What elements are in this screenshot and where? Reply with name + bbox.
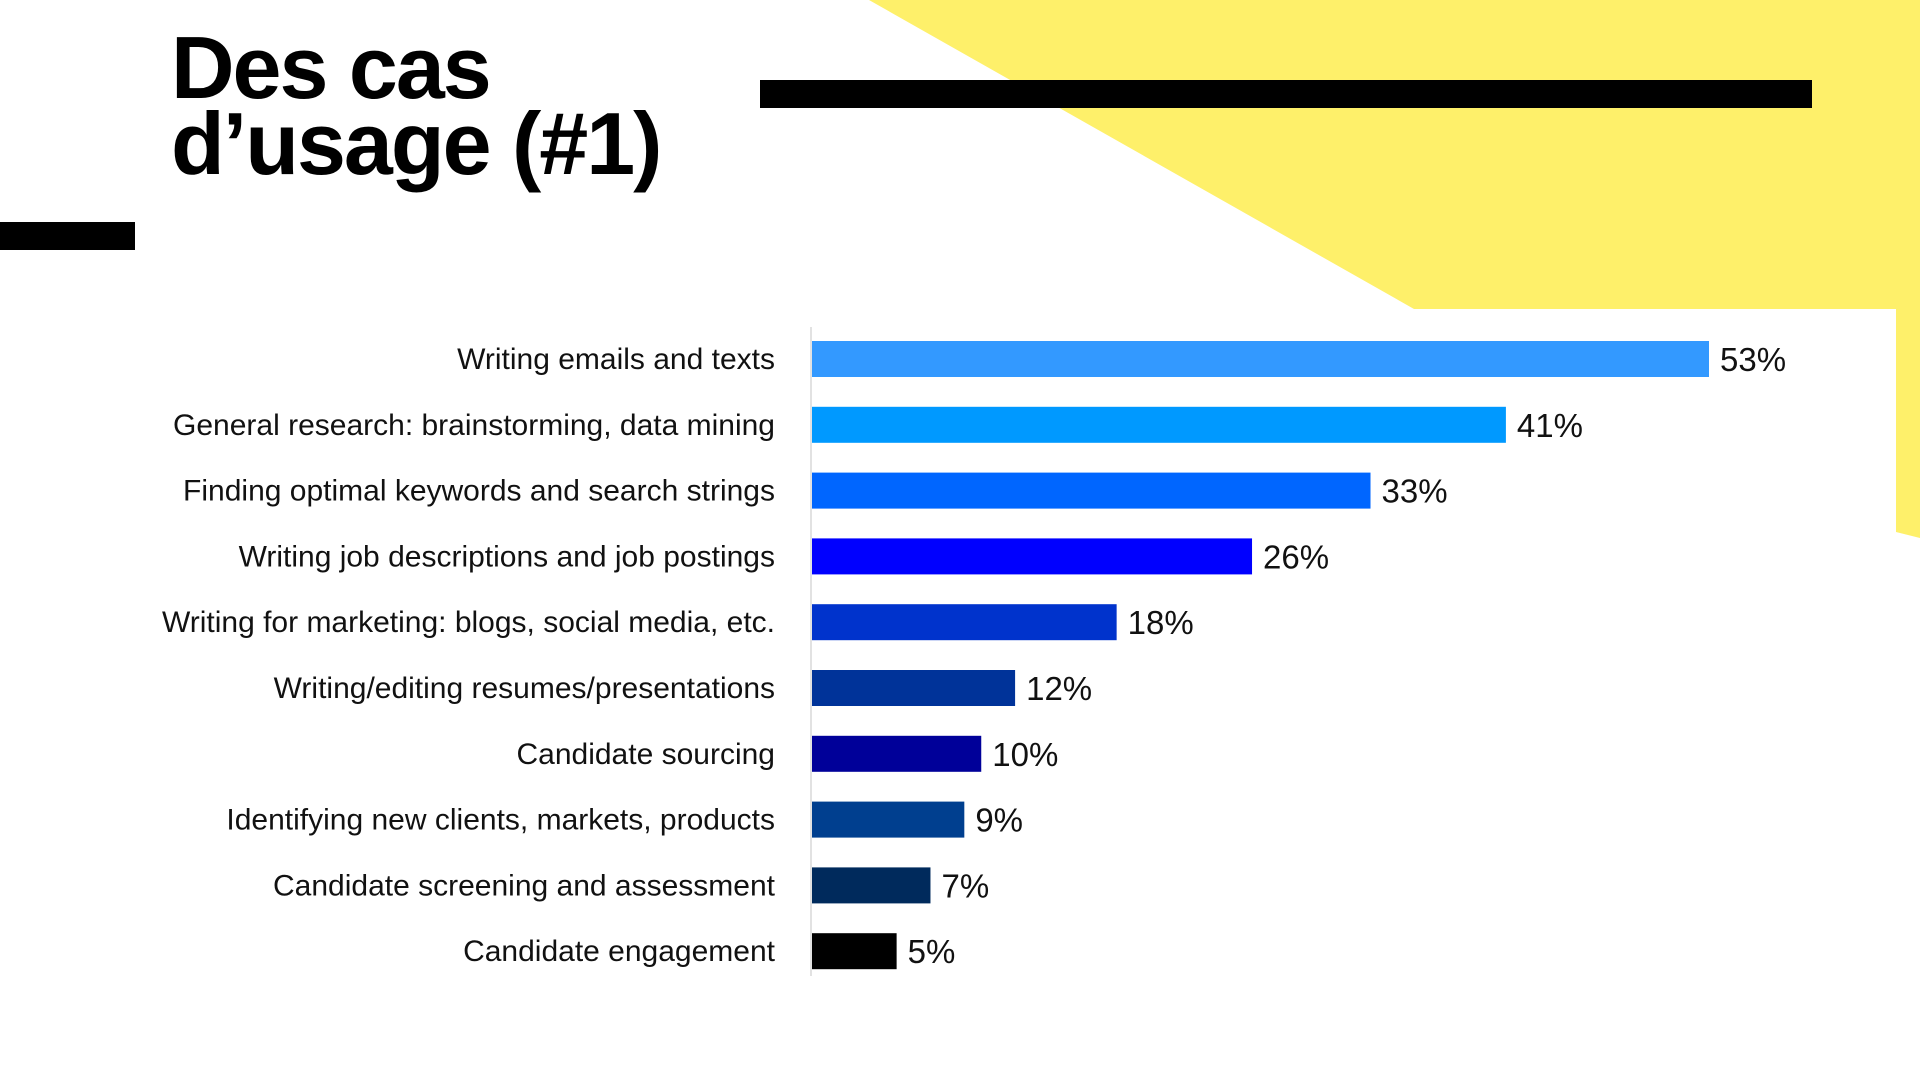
category-label: Candidate engagement (463, 935, 776, 968)
data-label: 18% (1128, 604, 1194, 641)
bar-10 (812, 933, 897, 970)
category-label: Writing job descriptions and job posting… (239, 540, 775, 573)
title-line-1: Des cas (171, 18, 492, 117)
data-label: 53% (1720, 341, 1786, 378)
bar-2 (812, 406, 1506, 443)
data-label: 9% (975, 802, 1023, 839)
category-label: Writing/editing resumes/presentations (274, 672, 775, 705)
yellow-accent-shape (869, 0, 1920, 538)
data-label: 5% (908, 933, 956, 970)
data-label: 12% (1026, 670, 1092, 707)
bar-8 (812, 801, 965, 838)
category-label: Writing for marketing: blogs, social med… (162, 606, 775, 639)
page-title: Des cas d’usage (#1) (171, 18, 662, 193)
bar-3 (812, 472, 1371, 509)
data-label: 33% (1382, 473, 1448, 510)
category-label: General research: brainstorming, data mi… (173, 409, 775, 442)
bar-5 (812, 604, 1117, 641)
bar-1 (812, 341, 1709, 377)
title-line-2: d’usage (#1) (171, 94, 662, 193)
bar-4 (812, 538, 1253, 575)
bar-9 (812, 867, 931, 904)
category-label: Writing emails and texts (457, 343, 775, 376)
category-label: Candidate sourcing (516, 738, 775, 771)
category-label: Finding optimal keywords and search stri… (183, 475, 775, 508)
bar-7 (812, 735, 982, 772)
decorative-bar-left (0, 222, 135, 250)
data-label: 26% (1263, 538, 1329, 575)
data-label: 41% (1517, 407, 1583, 444)
data-label: 7% (941, 867, 989, 904)
category-label: Identifying new clients, markets, produc… (226, 804, 775, 837)
category-label: Candidate screening and assessment (273, 869, 776, 902)
bar-6 (812, 670, 1016, 706)
data-label: 10% (992, 736, 1058, 773)
decorative-bar-top (760, 80, 1812, 108)
